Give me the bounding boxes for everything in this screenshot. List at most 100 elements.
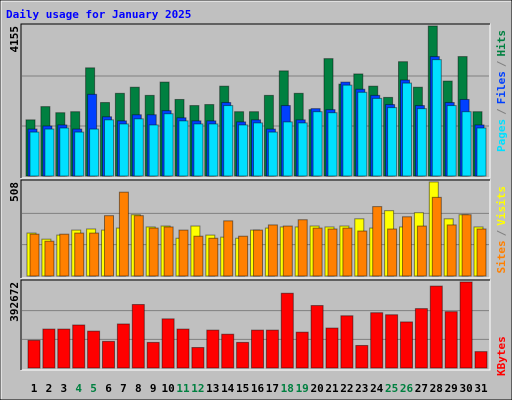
chart-title: Daily usage for January 2025: [6, 8, 191, 21]
bar: [59, 233, 70, 277]
x-tick-label: 27: [415, 382, 428, 395]
bar: [133, 118, 144, 177]
bar: [312, 227, 323, 277]
x-tick-label: 11: [176, 382, 190, 395]
x-tick-label: 25: [385, 382, 398, 395]
bar: [402, 82, 412, 177]
bar: [370, 312, 384, 369]
bar: [251, 329, 264, 369]
bar: [161, 318, 175, 369]
bar: [446, 105, 457, 177]
bar: [57, 328, 71, 369]
bar: [223, 220, 234, 277]
x-tick-label: 2: [46, 382, 53, 395]
plot-bevel: [20, 279, 490, 370]
bar: [340, 315, 354, 369]
bar: [327, 228, 338, 277]
bar: [178, 229, 189, 277]
bar: [429, 285, 443, 369]
bar: [87, 330, 101, 369]
bar: [431, 196, 442, 277]
bar: [297, 219, 308, 277]
x-tick-label: 7: [120, 382, 127, 395]
legend-entry: Sites: [495, 240, 508, 273]
bar: [89, 232, 100, 277]
legend-entry: Pages: [495, 119, 508, 152]
x-tick-label: 18: [281, 382, 294, 395]
bar: [236, 341, 250, 369]
bar: [416, 108, 427, 177]
x-tick-label: 21: [325, 382, 339, 395]
bar: [238, 124, 249, 177]
legend: KBytes: [495, 336, 508, 376]
x-tick-label: 1: [31, 382, 38, 395]
bar: [44, 128, 55, 177]
y-tick-label: 392672: [8, 282, 21, 322]
legend-entry: Visits: [495, 186, 508, 226]
bar: [208, 237, 219, 277]
bar: [118, 191, 129, 277]
x-tick-label: 17: [266, 382, 279, 395]
bar: [42, 328, 56, 369]
bar: [27, 339, 41, 369]
bar: [476, 127, 487, 177]
legend-entry: Hits: [495, 30, 508, 57]
bar: [253, 229, 263, 277]
legend-separator: /: [495, 60, 508, 67]
bar: [206, 329, 220, 369]
bar: [327, 112, 338, 177]
bar: [372, 206, 383, 277]
bar: [355, 344, 369, 369]
bar: [474, 351, 488, 369]
bar: [163, 226, 174, 277]
bar: [402, 216, 412, 277]
x-tick-label: 23: [355, 382, 368, 395]
bar: [131, 304, 145, 369]
bar: [44, 240, 55, 277]
bar: [357, 230, 368, 277]
bar: [282, 121, 293, 177]
bar: [221, 333, 235, 369]
bar: [104, 215, 114, 277]
legend-entry: KBytes: [495, 336, 508, 376]
bar: [208, 123, 219, 177]
x-tick-label: 9: [150, 382, 157, 395]
x-tick-label: 29: [445, 382, 458, 395]
x-tick-label: 15: [236, 382, 249, 395]
bar: [444, 311, 458, 369]
bar: [461, 111, 472, 177]
bar: [282, 225, 293, 277]
legend-separator: /: [495, 229, 508, 236]
bar: [357, 91, 368, 177]
bar: [193, 235, 204, 277]
bar: [416, 225, 427, 277]
bar: [191, 347, 205, 369]
bar: [178, 120, 189, 177]
bar: [146, 341, 160, 369]
bar: [400, 321, 413, 369]
x-tick-label: 24: [370, 382, 384, 395]
bar: [116, 323, 130, 369]
x-tick-label: 31: [474, 382, 488, 395]
bar: [295, 331, 309, 369]
x-tick-label: 22: [340, 382, 353, 395]
bar: [267, 131, 278, 177]
x-tick-label: 30: [459, 382, 472, 395]
x-tick-label: 8: [135, 382, 142, 395]
x-tick-label: 10: [161, 382, 174, 395]
x-tick-label: 20: [310, 382, 323, 395]
bar: [176, 328, 190, 369]
bar: [265, 329, 279, 369]
x-tick-label: 19: [296, 382, 309, 395]
x-tick-label: 4: [75, 382, 82, 395]
bar: [29, 233, 40, 277]
bar: [29, 131, 40, 177]
bar: [193, 123, 204, 177]
x-tick-label: 28: [430, 382, 443, 395]
bar: [312, 111, 323, 177]
bar: [163, 113, 174, 177]
legend: Sites / Visits: [495, 186, 508, 274]
plot-bevel: [20, 23, 490, 178]
